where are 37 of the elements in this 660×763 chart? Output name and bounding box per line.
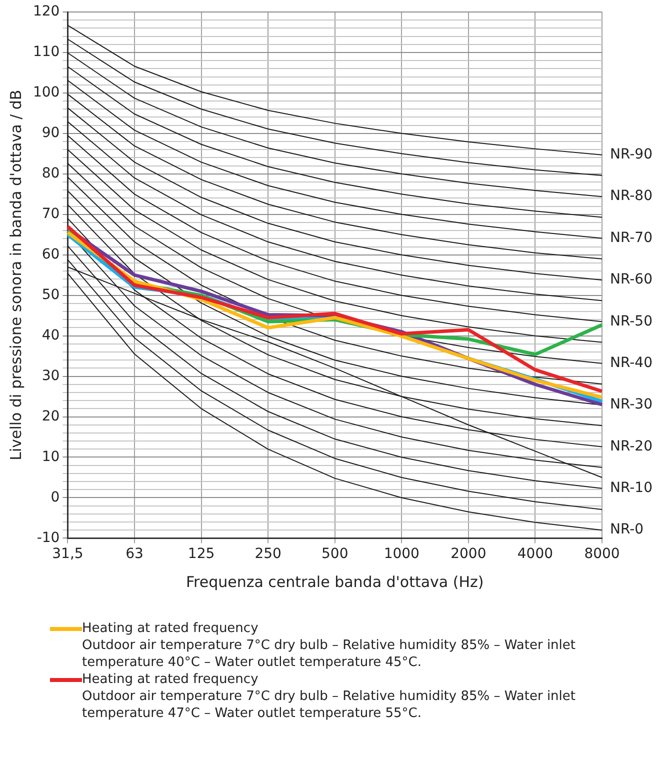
y-tick-label: 50 (42, 286, 60, 303)
y-tick-label: 0 (50, 489, 60, 506)
x-tick-label: 500 (321, 546, 348, 562)
x-tick-label: 63 (126, 546, 144, 562)
y-tick-label: 90 (42, 125, 60, 142)
x-tick-label: 4000 (517, 546, 554, 562)
y-tick-label: 120 (32, 4, 60, 20)
y-tick-label: 60 (42, 246, 60, 262)
annotation: NR-10 (610, 480, 652, 496)
annotation: NR-90 (610, 146, 652, 163)
legend-label: Heating at rated frequency Outdoor air temperature 7°C dry bulb – Relative humidity 85% – Water inlet temperature 40°C – Water outlet temperature 45°C. (82, 620, 577, 671)
y-tick-label: -10 (36, 530, 60, 546)
x-tick-label: 8000 (584, 546, 620, 562)
y-tick-label: 40 (42, 327, 60, 344)
y-tick-label: 100 (32, 84, 60, 101)
y-tick-label: 70 (42, 206, 60, 222)
y-axis-title: Livello di pressione sonora in banda d'ottava / dB (6, 90, 25, 460)
y-tick-label: 110 (32, 44, 60, 60)
annotation: NR-30 (610, 396, 652, 413)
x-tick-label: 2000 (450, 546, 486, 562)
x-tick-label: 250 (254, 546, 282, 562)
annotation: NR-20 (610, 438, 652, 454)
x-tick-label: 125 (188, 546, 215, 562)
annotation: NR-80 (610, 188, 652, 204)
annotation: NR-50 (610, 313, 652, 330)
y-tick-label: 80 (42, 166, 60, 182)
x-tick-label: 1000 (384, 546, 420, 562)
annotation: NR-0 (610, 522, 644, 538)
y-tick-label: 10 (42, 448, 60, 465)
legend-label: Heating at rated frequency Outdoor air temperature 7°C dry bulb – Relative humidity 85% – Water inlet temperature 47°C – Water outlet temperature 55°C. (82, 671, 577, 722)
annotation: NR-40 (610, 354, 652, 371)
annotation: NR-70 (610, 230, 652, 246)
x-tick-label: 31,5 (52, 546, 84, 562)
annotation: NR-60 (610, 272, 652, 288)
y-tick-label: 20 (42, 408, 60, 424)
x-axis-title: Frequenza centrale banda d'ottava (Hz) (186, 572, 484, 591)
y-tick-label: 30 (42, 368, 60, 384)
